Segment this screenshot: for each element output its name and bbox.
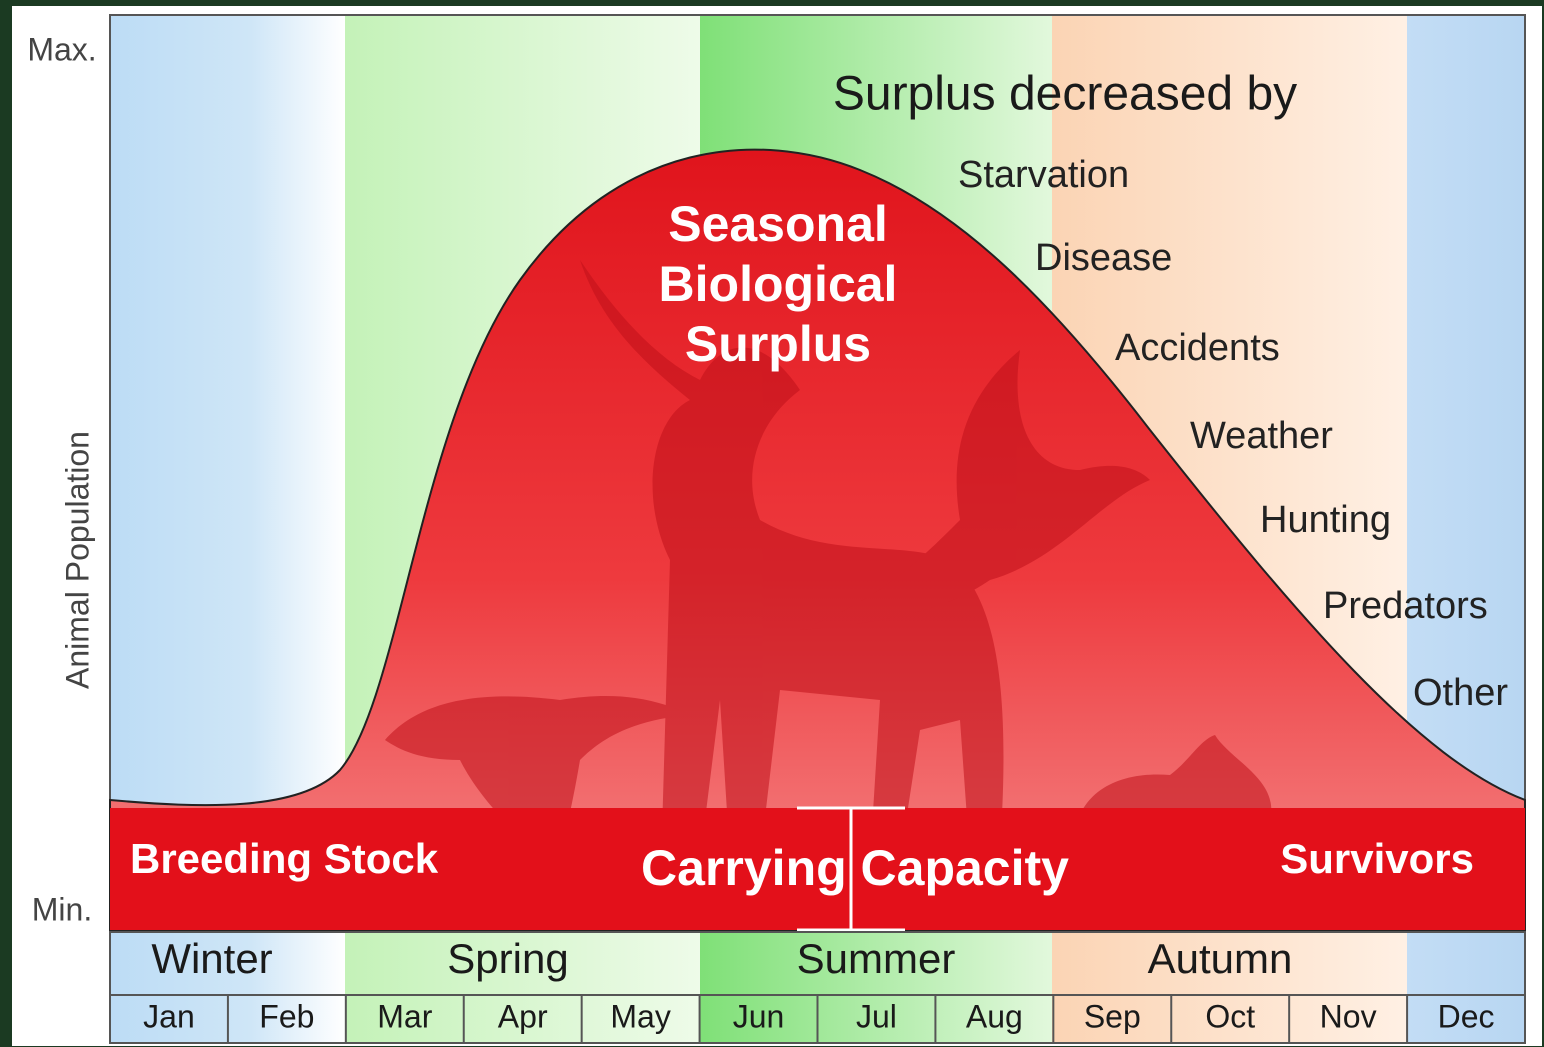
axis-min: Min. [32, 891, 92, 927]
breeding-stock: Breeding Stock [130, 835, 439, 882]
season-label: Spring [447, 935, 568, 982]
month-label: Sep [1084, 998, 1141, 1034]
month-label: Apr [498, 998, 548, 1034]
month-label: Jul [856, 998, 897, 1034]
diagram: Max. Min. Animal Population Surplus decr… [0, 0, 1544, 1047]
cause: Accidents [1115, 327, 1280, 369]
surplus-label: Seasonal Biological Surplus [659, 196, 898, 372]
month-label: Nov [1320, 998, 1377, 1034]
month-label: May [610, 998, 670, 1034]
surplus-title: Surplus decreased by [833, 68, 1297, 121]
month-label: Feb [259, 998, 314, 1034]
surplus-line: Biological [659, 256, 898, 312]
month-label: Jun [733, 998, 785, 1034]
cause: Other [1413, 672, 1508, 714]
axis-max: Max. [27, 31, 96, 67]
month-label: Oct [1205, 998, 1255, 1034]
month-label: Aug [966, 998, 1023, 1034]
cause: Hunting [1260, 499, 1391, 541]
surplus-line: Surplus [685, 316, 871, 372]
carrying-capacity: Carrying Capacity [641, 840, 1069, 896]
season-label: Winter [151, 935, 272, 982]
season-label: Summer [797, 935, 956, 982]
survivors: Survivors [1280, 835, 1474, 882]
month-label: Dec [1438, 998, 1495, 1034]
month-label: Mar [377, 998, 432, 1034]
cause: Weather [1190, 415, 1333, 457]
cause: Disease [1035, 237, 1172, 279]
surplus-line: Seasonal [668, 196, 888, 252]
season-label: Autumn [1148, 935, 1293, 982]
axis-label: Animal Population [59, 431, 95, 689]
cause: Starvation [958, 154, 1129, 196]
cause: Predators [1323, 585, 1488, 627]
month-label: Jan [143, 998, 195, 1034]
